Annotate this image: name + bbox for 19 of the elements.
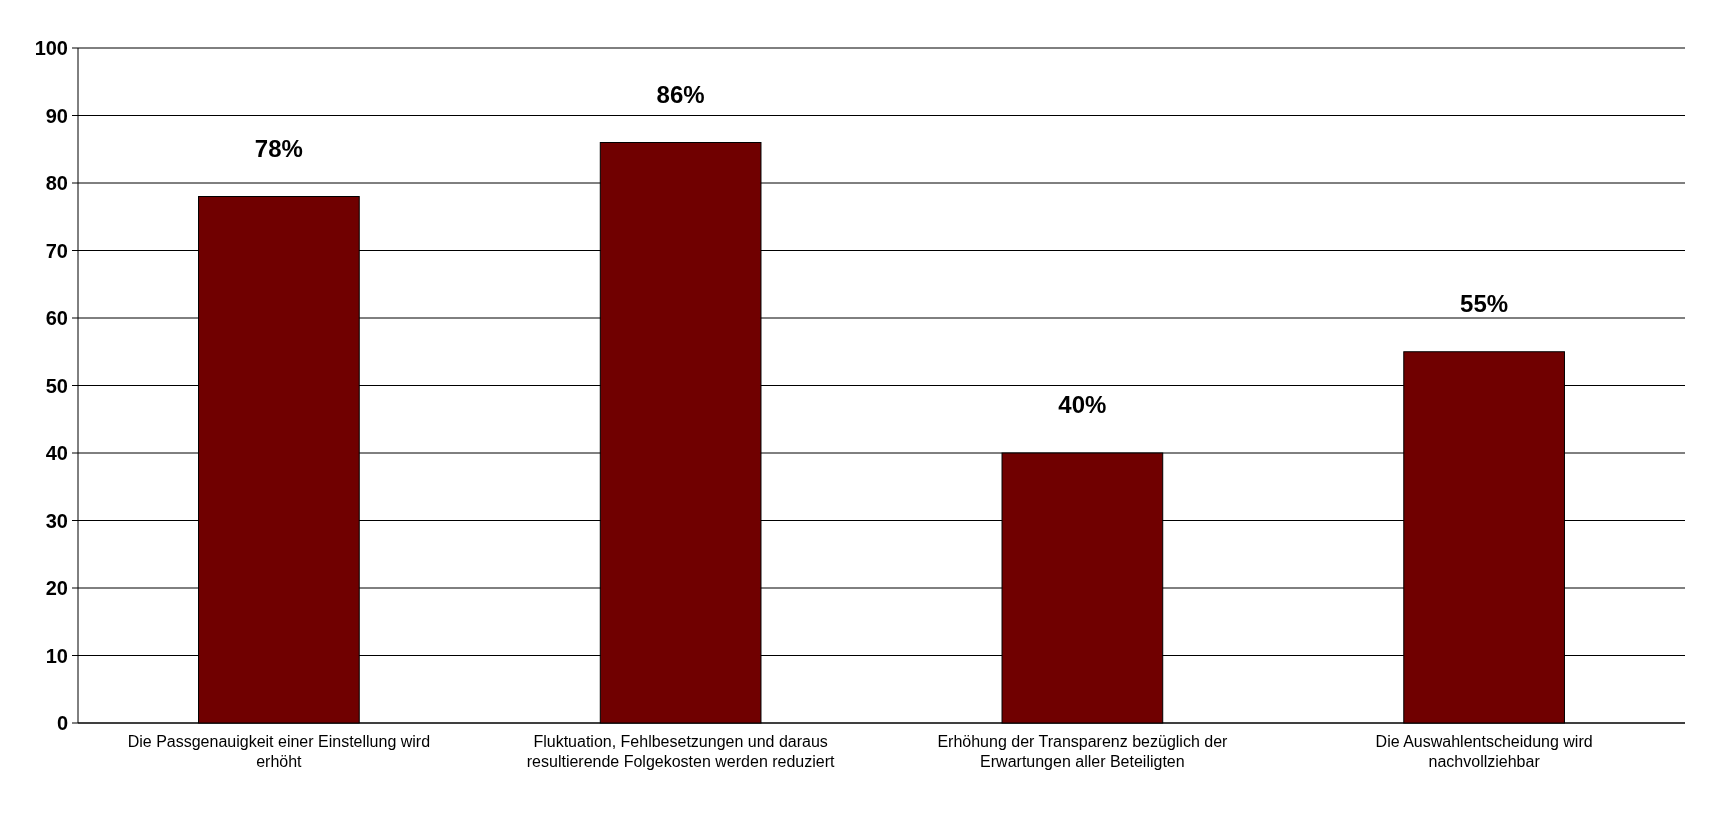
- y-tick-label: 50: [45, 374, 68, 397]
- y-tick-label: 20: [45, 577, 68, 599]
- data-label: 40%: [1058, 391, 1107, 418]
- data-label: 55%: [1460, 289, 1509, 317]
- x-tick-label: Erhöhung der Transparenz bezüglich der Erwartungen aller Beteiligten: [937, 733, 1229, 770]
- y-tick-label: 100: [34, 37, 68, 59]
- y-tick-label: 30: [45, 509, 68, 532]
- x-tick-label: Fluktuation, Fehlbesetzungen und daraus resultierende Folgekosten werden reduziert: [526, 733, 836, 770]
- data-label: 86%: [656, 80, 705, 108]
- y-tick-label: 80: [45, 172, 68, 194]
- x-tick-label: Die Auswahlentscheidung wird nachvollziehbar: [1375, 733, 1593, 770]
- y-tick-label: 10: [45, 644, 68, 667]
- data-label: 78%: [254, 134, 303, 162]
- y-tick-label: 60: [45, 307, 68, 329]
- y-tick-label: 0: [56, 712, 68, 734]
- y-tick-label: 40: [45, 442, 68, 464]
- y-tick-label: 90: [45, 104, 68, 127]
- x-tick-label: Die Passgenauigkeit einer Einstellung wird erhöht: [127, 733, 431, 770]
- y-tick-label: 70: [45, 239, 68, 262]
